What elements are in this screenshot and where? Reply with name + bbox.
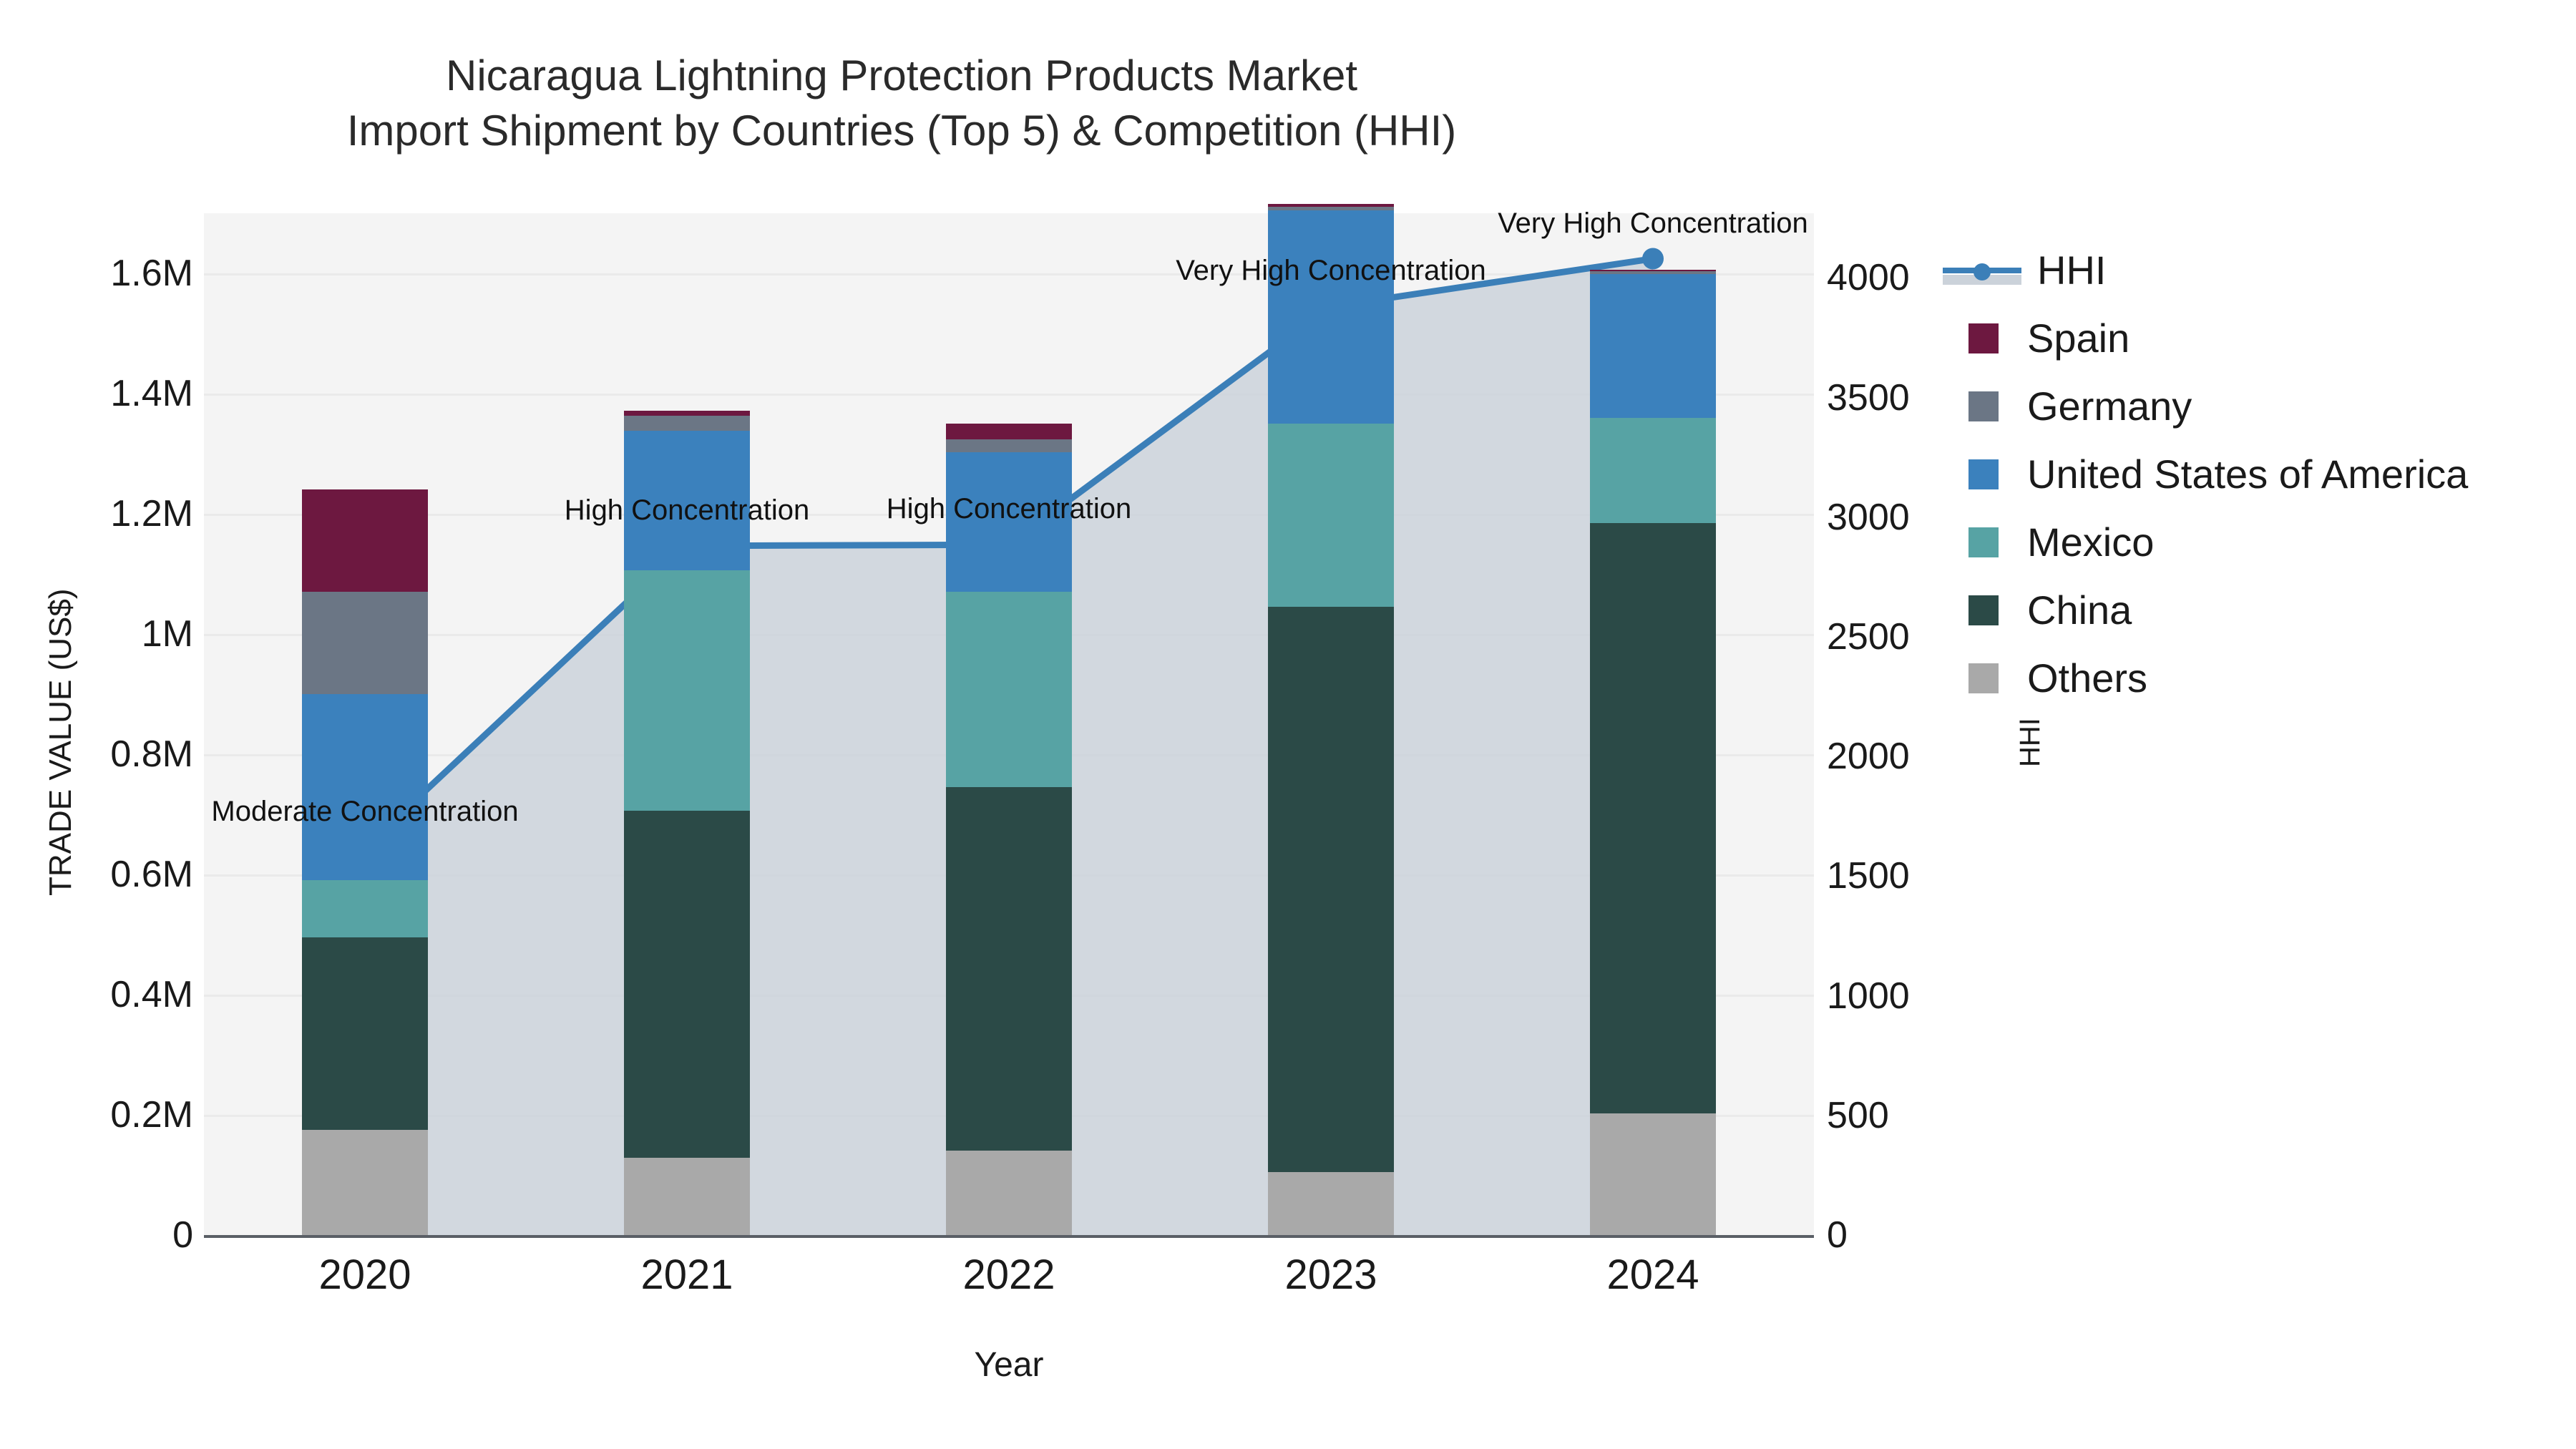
bar-segment[interactable] bbox=[1268, 210, 1394, 424]
y-axis-tick: 0.4M bbox=[110, 974, 193, 1015]
chart-title: Nicaragua Lightning Protection Products … bbox=[0, 49, 1803, 159]
legend-item[interactable]: Others bbox=[1943, 644, 2572, 712]
bar-segment[interactable] bbox=[302, 1130, 428, 1235]
concentration-annotation: High Concentration bbox=[564, 494, 810, 526]
bar-segment[interactable] bbox=[946, 424, 1072, 439]
y-axis-label: TRADE VALUE (US$) bbox=[43, 588, 78, 897]
bar-stack[interactable] bbox=[946, 213, 1072, 1235]
legend-dot-icon bbox=[1974, 263, 1991, 280]
concentration-annotation: Very High Concentration bbox=[1498, 207, 1808, 239]
x-axis-label: Year bbox=[974, 1346, 1044, 1384]
bar-segment[interactable] bbox=[624, 416, 750, 431]
bar-segment[interactable] bbox=[1268, 607, 1394, 1172]
y2-axis-tick: 2000 bbox=[1827, 736, 1910, 778]
legend-item[interactable]: Mexico bbox=[1943, 508, 2572, 576]
legend-label: Others bbox=[2027, 655, 2148, 701]
bar-segment[interactable] bbox=[1590, 523, 1716, 1114]
x-axis-tick: 2023 bbox=[1284, 1252, 1377, 1298]
concentration-annotation: Moderate Concentration bbox=[211, 796, 519, 828]
bar-segment[interactable] bbox=[1268, 204, 1394, 207]
y2-axis-tick: 2500 bbox=[1827, 615, 1910, 658]
legend-color-swatch bbox=[1968, 459, 1999, 489]
bar-segment[interactable] bbox=[1590, 418, 1716, 524]
x-axis-tick: 2024 bbox=[1606, 1252, 1699, 1298]
hhi-data-point[interactable] bbox=[1642, 248, 1664, 270]
legend-item[interactable]: Germany bbox=[1943, 372, 2572, 440]
bar-segment[interactable] bbox=[624, 810, 750, 1158]
bar-segment[interactable] bbox=[1268, 424, 1394, 608]
bar-stack[interactable] bbox=[624, 213, 750, 1235]
bar-segment[interactable] bbox=[1590, 270, 1716, 274]
bar-segment[interactable] bbox=[1590, 1113, 1716, 1235]
legend-color-swatch bbox=[1968, 595, 1999, 625]
bar-segment[interactable] bbox=[302, 694, 428, 881]
y2-axis-tick: 1500 bbox=[1827, 855, 1910, 897]
bar-segment[interactable] bbox=[946, 439, 1072, 453]
y-axis-tick: 0.2M bbox=[110, 1094, 193, 1136]
x-axis-line bbox=[204, 1235, 1814, 1238]
legend-label: China bbox=[2027, 587, 2132, 633]
chart-title-line-2: Import Shipment by Countries (Top 5) & C… bbox=[346, 106, 1457, 155]
y-axis-tick: 1M bbox=[141, 613, 193, 655]
legend-label: Spain bbox=[2027, 316, 2130, 361]
bar-segment[interactable] bbox=[302, 937, 428, 1130]
y2-axis-tick: 3000 bbox=[1827, 496, 1910, 538]
legend-label: Mexico bbox=[2027, 519, 2155, 565]
y2-axis-tick: 0 bbox=[1827, 1214, 1848, 1256]
y2-axis-label: HHI bbox=[2014, 718, 2046, 767]
bar-segment[interactable] bbox=[946, 592, 1072, 788]
legend-item[interactable]: Spain bbox=[1943, 304, 2572, 372]
bar-segment[interactable] bbox=[946, 787, 1072, 1151]
bar-segment[interactable] bbox=[1590, 273, 1716, 419]
bar-segment[interactable] bbox=[302, 592, 428, 694]
bar-stack[interactable] bbox=[1590, 213, 1716, 1235]
bar-segment[interactable] bbox=[302, 489, 428, 592]
bar-segment[interactable] bbox=[946, 452, 1072, 592]
legend-item[interactable]: China bbox=[1943, 576, 2572, 644]
bar-segment[interactable] bbox=[624, 570, 750, 811]
bar-segment[interactable] bbox=[1268, 206, 1394, 210]
y2-axis-tick: 500 bbox=[1827, 1094, 1889, 1136]
y2-axis-tick: 4000 bbox=[1827, 257, 1910, 299]
x-axis-tick: 2020 bbox=[318, 1252, 411, 1298]
gridline bbox=[204, 273, 1814, 275]
gridline bbox=[204, 394, 1814, 396]
legend-color-swatch bbox=[1968, 391, 1999, 421]
concentration-annotation: Very High Concentration bbox=[1176, 255, 1486, 287]
bar-stack[interactable] bbox=[1268, 204, 1394, 1235]
legend-label: United States of America bbox=[2027, 452, 2469, 497]
bar-segment[interactable] bbox=[624, 1158, 750, 1235]
legend: HHI Spain Germany United States of America M… bbox=[1943, 236, 2572, 712]
bar-segment[interactable] bbox=[1268, 1171, 1394, 1235]
y-axis-tick: 0 bbox=[172, 1214, 193, 1256]
legend-color-swatch bbox=[1968, 663, 1999, 693]
x-axis-tick: 2022 bbox=[962, 1252, 1055, 1298]
bar-segment[interactable] bbox=[946, 1151, 1072, 1235]
y-axis-tick: 1.2M bbox=[110, 493, 193, 535]
legend-item[interactable]: United States of America bbox=[1943, 440, 2572, 508]
bar-segment[interactable] bbox=[624, 410, 750, 416]
y-axis-tick: 0.8M bbox=[110, 733, 193, 775]
concentration-annotation: High Concentration bbox=[886, 493, 1132, 525]
bar-segment[interactable] bbox=[624, 431, 750, 570]
x-axis-tick: 2021 bbox=[640, 1252, 733, 1298]
legend-color-swatch bbox=[1968, 527, 1999, 557]
y-axis-tick: 1.6M bbox=[110, 253, 193, 294]
legend-label: Germany bbox=[2027, 384, 2192, 429]
chart-title-line-1: Nicaragua Lightning Protection Products … bbox=[445, 52, 1357, 99]
bar-segment[interactable] bbox=[1590, 269, 1716, 271]
bar-segment[interactable] bbox=[302, 880, 428, 938]
y2-axis-tick: 1000 bbox=[1827, 975, 1910, 1017]
legend-label: HHI bbox=[2037, 248, 2107, 293]
legend-line-marker-icon bbox=[1943, 255, 2021, 286]
y2-axis-tick: 3500 bbox=[1827, 376, 1910, 419]
y-axis-tick: 0.6M bbox=[110, 854, 193, 895]
legend-item[interactable]: HHI bbox=[1943, 236, 2572, 304]
y-axis-tick: 1.4M bbox=[110, 373, 193, 414]
bar-stack[interactable] bbox=[302, 213, 428, 1235]
legend-color-swatch bbox=[1968, 323, 1999, 353]
